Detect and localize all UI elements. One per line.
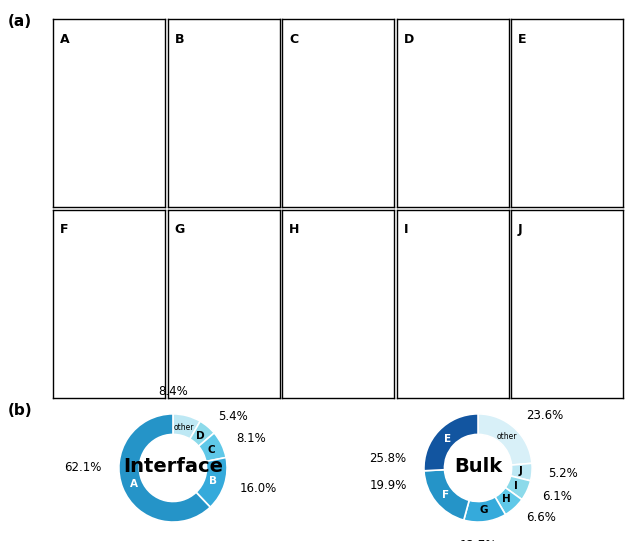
Text: 5.2%: 5.2% [548,466,577,479]
Text: G: G [175,223,185,236]
Text: B: B [175,32,184,45]
Text: A: A [60,32,70,45]
Text: (b): (b) [8,403,32,418]
Text: D: D [196,431,204,440]
Text: Interface: Interface [123,457,223,477]
Text: F: F [442,490,449,499]
Text: 5.4%: 5.4% [218,410,248,423]
Wedge shape [196,458,227,507]
Text: E: E [518,32,526,45]
Text: other: other [496,432,517,441]
Text: E: E [443,434,451,444]
Text: B: B [209,476,217,486]
Text: G: G [479,505,488,515]
Text: I: I [404,223,408,236]
Text: 12.7%: 12.7% [459,539,497,541]
Wedge shape [199,433,226,461]
Text: 8.4%: 8.4% [158,385,188,398]
Text: C: C [207,445,214,454]
Text: H: H [289,223,299,236]
Text: 19.9%: 19.9% [369,479,406,492]
Text: J: J [518,466,522,476]
Wedge shape [424,414,478,471]
Text: (a): (a) [8,14,31,29]
Text: 62.1%: 62.1% [64,461,101,474]
Text: F: F [60,223,69,236]
Wedge shape [173,414,200,439]
Text: 25.8%: 25.8% [369,452,406,465]
Text: 23.6%: 23.6% [526,409,563,422]
Text: Bulk: Bulk [454,457,502,477]
Text: J: J [518,223,523,236]
Text: I: I [515,480,518,491]
Wedge shape [505,476,531,499]
Text: A: A [130,479,138,489]
Text: H: H [502,494,511,504]
Wedge shape [424,470,469,520]
Text: 6.1%: 6.1% [542,490,572,503]
Wedge shape [495,487,522,514]
Wedge shape [119,414,210,522]
Wedge shape [478,414,532,465]
Text: 8.1%: 8.1% [236,432,266,445]
Wedge shape [190,421,214,446]
Text: other: other [174,423,194,432]
Text: C: C [289,32,298,45]
Text: 16.0%: 16.0% [240,482,277,495]
Wedge shape [511,463,532,481]
Wedge shape [464,497,506,522]
Text: D: D [404,32,414,45]
Text: 6.6%: 6.6% [526,511,556,524]
